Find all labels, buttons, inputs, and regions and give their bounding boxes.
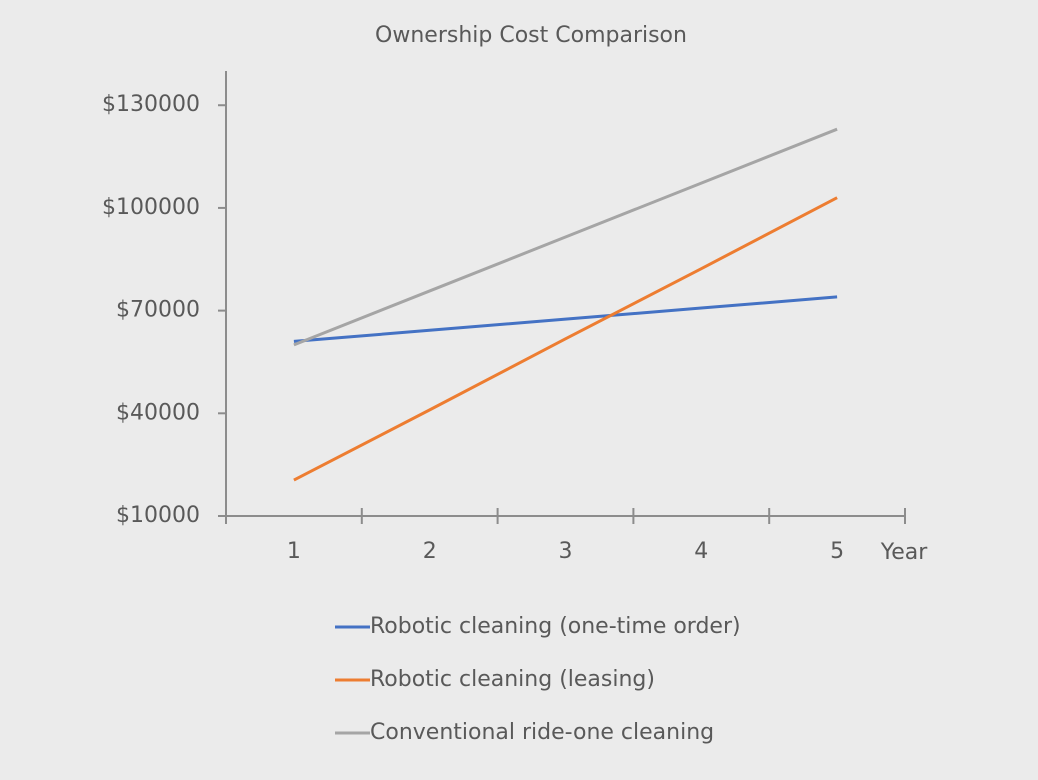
x-axis-label: Year [880, 540, 929, 565]
series-line [293, 127, 838, 347]
chart-title: Ownership Cost Comparison [375, 23, 687, 48]
y-tick-label: $40000 [116, 400, 200, 425]
series-line [293, 196, 838, 482]
x-tick-label: 5 [830, 539, 844, 564]
y-tick-label: $100000 [102, 195, 200, 220]
legend-label: Conventional ride-one cleaning [370, 720, 714, 745]
y-tick-label: $70000 [116, 298, 200, 323]
y-tick-label: $10000 [116, 503, 200, 528]
legend-label: Robotic cleaning (one-time order) [370, 614, 741, 639]
x-tick-label: 1 [287, 539, 301, 564]
x-tick-label: 2 [423, 539, 437, 564]
x-tick-label: 4 [694, 539, 708, 564]
series-line [293, 295, 838, 343]
x-tick-label: 3 [559, 539, 573, 564]
y-tick-label: $130000 [102, 92, 200, 117]
legend-label: Robotic cleaning (leasing) [370, 667, 655, 692]
